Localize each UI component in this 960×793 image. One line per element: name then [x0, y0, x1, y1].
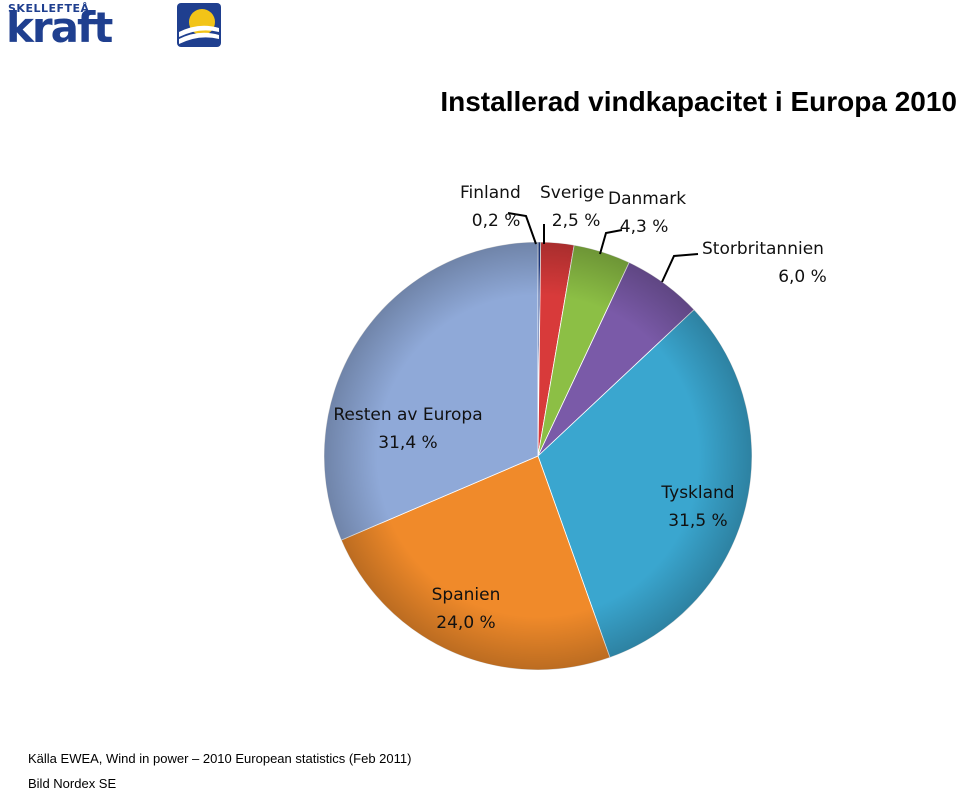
slice-value-sverige: 2,5 %	[552, 211, 601, 231]
image-credit: Bild Nordex SE	[28, 776, 117, 791]
slice-label-tyskland: Tyskland	[660, 483, 734, 503]
slice-label-danmark: Danmark	[608, 189, 686, 209]
pie-chart: Finland 0,2 % Sverige 2,5 % Danmark 4,3 % Stor…	[323, 183, 827, 671]
slice-value-danmark: 4,3 %	[620, 217, 669, 237]
slice-value-resten-av-europa: 31,4 %	[378, 433, 437, 453]
leader-line-danmark	[599, 229, 623, 255]
logo: SKELLEFTEÅ kraft	[6, 2, 222, 52]
page-title: Installerad vindkapacitet i Europa 2010	[440, 86, 957, 117]
logo-wordmark: kraft	[6, 3, 113, 52]
sun-logo-icon	[177, 3, 221, 47]
slice-label-resten-av-europa: Resten av Europa	[333, 405, 482, 425]
slice-value-finland: 0,2 %	[472, 211, 521, 231]
source-note: Källa EWEA, Wind in power – 2010 Europea…	[28, 751, 412, 766]
slice-value-storbritannien: 6,0 %	[778, 267, 827, 287]
slice-label-spanien: Spanien	[432, 585, 501, 605]
slice-value-spanien: 24,0 %	[436, 613, 495, 633]
slice-value-tyskland: 31,5 %	[668, 511, 727, 531]
leader-line-storbritannien	[661, 253, 699, 283]
leader-line-finland	[507, 212, 537, 245]
slice-label-finland: Finland	[460, 183, 521, 203]
slice-label-storbritannien: Storbritannien	[702, 239, 824, 259]
slice-label-sverige: Sverige	[540, 183, 604, 203]
logo-top-text: SKELLEFTEÅ	[8, 2, 90, 15]
